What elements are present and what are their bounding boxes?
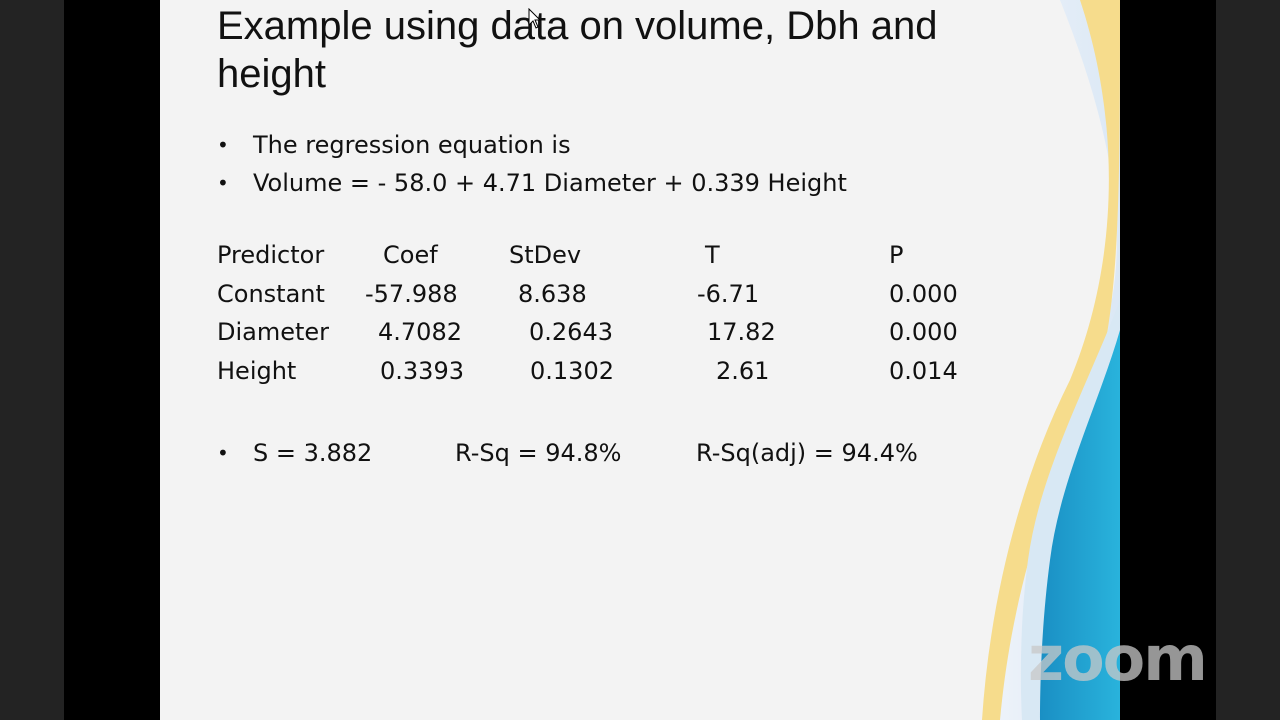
- bullet-list: • The regression equation is • Volume = …: [217, 126, 847, 202]
- bullet-icon: •: [217, 441, 229, 465]
- cell-stdev: 0.1302: [530, 356, 614, 385]
- cell-predictor: Height: [217, 356, 297, 385]
- cell-stdev: 0.2643: [529, 318, 613, 346]
- stat-s: S = 3.882: [253, 439, 373, 467]
- cell-t: 17.82: [707, 318, 776, 346]
- header-t: T: [705, 241, 720, 269]
- bullet-item: • The regression equation is: [217, 126, 847, 164]
- bullet-text: Volume = - 58.0 + 4.71 Diameter + 0.339 …: [253, 169, 847, 197]
- header-coef: Coef: [383, 241, 438, 269]
- cell-coef: -57.988: [365, 279, 458, 308]
- stat-rsq: R-Sq = 94.8%: [455, 439, 622, 467]
- zoom-watermark-logo: zoom: [1028, 622, 1208, 695]
- bullet-icon: •: [217, 171, 229, 195]
- cell-t: 2.61: [716, 356, 770, 385]
- cell-stdev: 8.638: [518, 279, 587, 308]
- cell-predictor: Constant: [217, 279, 325, 308]
- bullet-text: The regression equation is: [253, 131, 571, 159]
- outer-frame-right: [1216, 0, 1280, 720]
- slide-decoration-waves: [982, 0, 1120, 720]
- bullet-item: • Volume = - 58.0 + 4.71 Diameter + 0.33…: [217, 164, 847, 202]
- cell-p: 0.000: [889, 318, 958, 346]
- header-stdev: StDev: [509, 241, 582, 269]
- cell-predictor: Diameter: [217, 318, 330, 346]
- cell-coef: 0.3393: [380, 356, 464, 385]
- slide-title-line1: Example using data on volume, Dbh and: [217, 4, 938, 48]
- slide-title: Example using data on volume, Dbh and he…: [217, 2, 1017, 98]
- cell-p: 0.014: [889, 356, 958, 385]
- cell-t: -6.71: [697, 279, 760, 308]
- letterbox-right: [1120, 0, 1216, 720]
- mouse-cursor-icon: [528, 8, 542, 29]
- cell-coef: 4.7082: [378, 318, 462, 346]
- outer-frame-left: [0, 0, 64, 720]
- cell-p: 0.000: [889, 279, 958, 308]
- slide-title-line2: height: [217, 52, 326, 96]
- letterbox-left: [64, 0, 160, 720]
- model-summary: • S = 3.882 R-Sq = 94.8% R-Sq(adj) = 94.…: [217, 434, 918, 472]
- stat-rsq-adj: R-Sq(adj) = 94.4%: [696, 439, 918, 467]
- bullet-icon: •: [217, 133, 229, 157]
- header-predictor: Predictor: [217, 241, 325, 269]
- header-p: P: [889, 241, 904, 269]
- shared-slide: Example using data on volume, Dbh and he…: [160, 0, 1120, 720]
